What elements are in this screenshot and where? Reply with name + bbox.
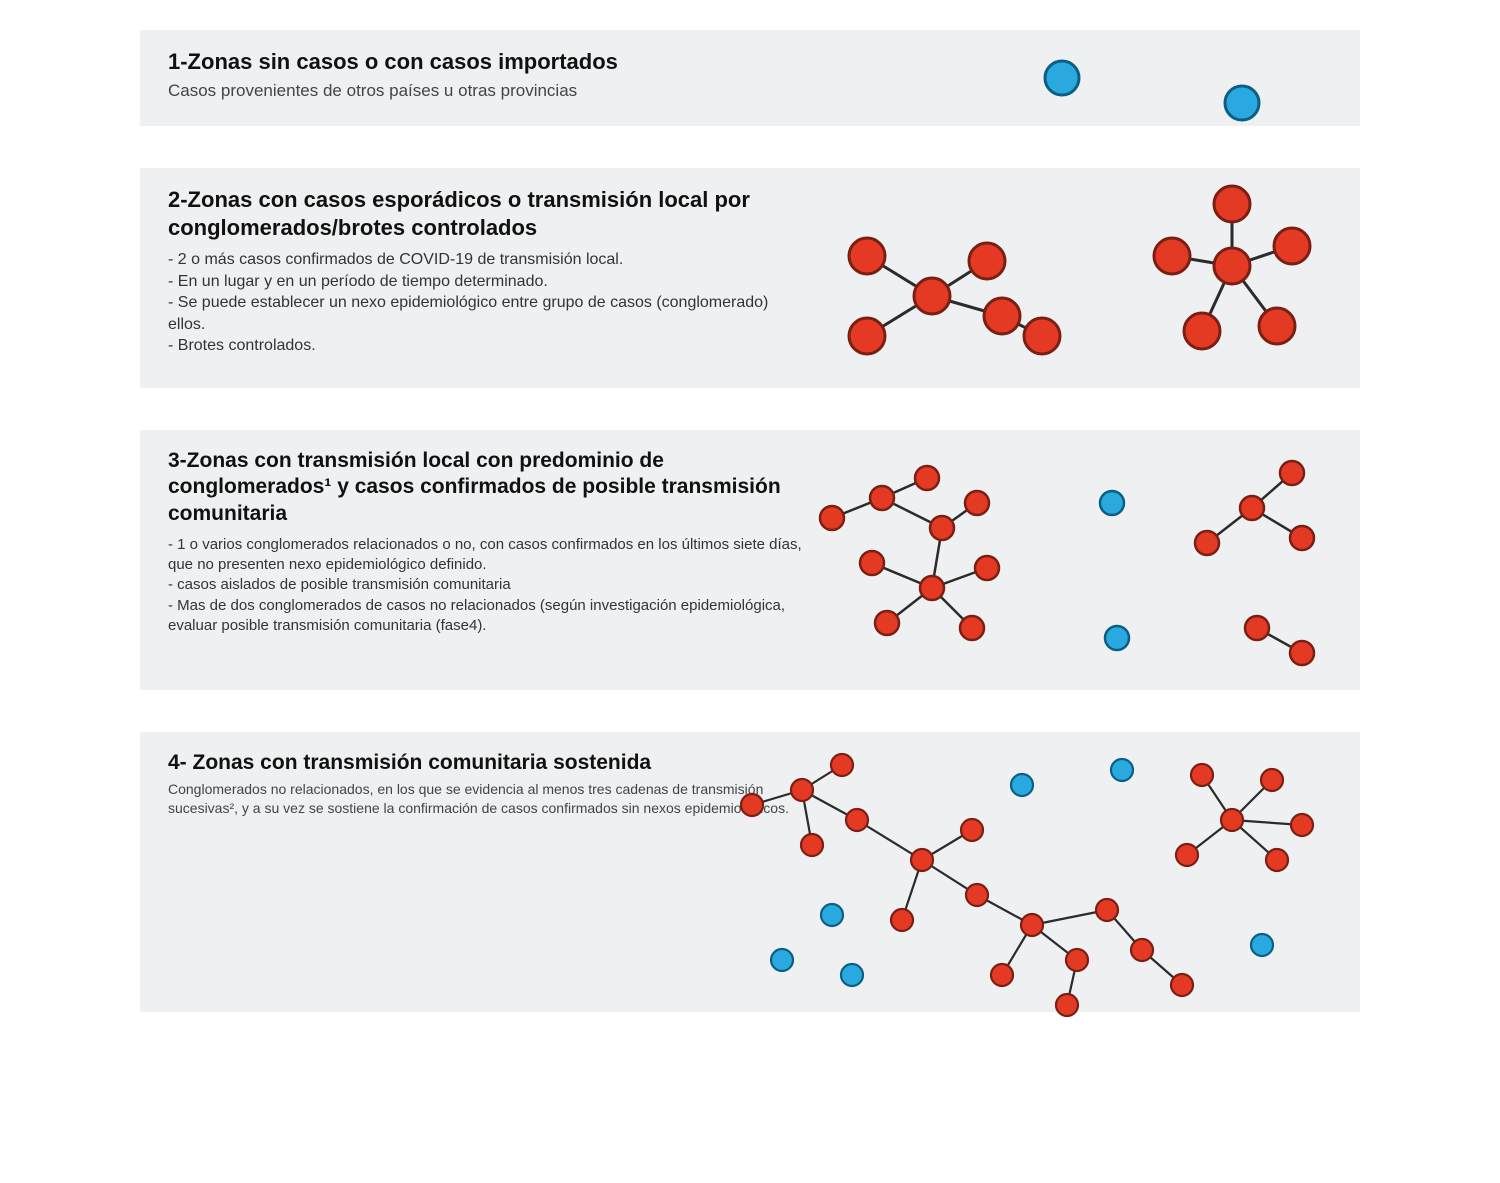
- red-node: [1066, 949, 1088, 971]
- red-node: [891, 909, 913, 931]
- blue-node: [771, 949, 793, 971]
- panel-diagram: [808, 750, 1332, 994]
- network-diagram: [812, 48, 1332, 144]
- red-node: [965, 491, 989, 515]
- blue-node: [1045, 61, 1079, 95]
- red-node: [1131, 939, 1153, 961]
- red-node: [1291, 814, 1313, 836]
- panel-subtitle: Casos provenientes de otros países u otr…: [168, 80, 808, 103]
- red-node: [1266, 849, 1288, 871]
- red-node: [1096, 899, 1118, 921]
- blue-node: [1011, 774, 1033, 796]
- blue-node: [1105, 626, 1129, 650]
- red-node: [1056, 994, 1078, 1016]
- blue-node: [821, 904, 843, 926]
- network-diagram: [812, 448, 1332, 708]
- red-node: [1240, 496, 1264, 520]
- panel-zone1: 1-Zonas sin casos o con casos importados…: [140, 30, 1360, 126]
- panel-zone4: 4- Zonas con transmisión comunitaria sos…: [140, 732, 1360, 1012]
- red-node: [831, 754, 853, 776]
- red-node: [870, 486, 894, 510]
- blue-node: [1251, 934, 1273, 956]
- red-node: [1290, 526, 1314, 550]
- red-node: [1021, 914, 1043, 936]
- red-node: [1261, 769, 1283, 791]
- red-node: [1195, 531, 1219, 555]
- red-node: [920, 576, 944, 600]
- red-node: [1024, 318, 1060, 354]
- red-node: [820, 506, 844, 530]
- red-node: [969, 243, 1005, 279]
- red-node: [911, 849, 933, 871]
- bullet-item: En un lugar y en un período de tiempo de…: [168, 271, 808, 293]
- bullet-item: Se puede establecer un nexo epidemiológi…: [168, 292, 808, 335]
- panel-title: 2-Zonas con casos esporádicos o transmis…: [168, 186, 808, 241]
- red-node: [1245, 616, 1269, 640]
- red-node: [846, 809, 868, 831]
- red-node: [1171, 974, 1193, 996]
- panel-text: 1-Zonas sin casos o con casos importados…: [168, 48, 808, 102]
- red-node: [1290, 641, 1314, 665]
- red-node: [966, 884, 988, 906]
- red-node: [849, 318, 885, 354]
- panel-zone2: 2-Zonas con casos esporádicos o transmis…: [140, 168, 1360, 388]
- panel-diagram: [808, 186, 1332, 370]
- panel-bullets: 1 o varios conglomerados relacionados o …: [168, 535, 808, 636]
- red-node: [875, 611, 899, 635]
- red-node: [1214, 248, 1250, 284]
- red-node: [1191, 764, 1213, 786]
- red-node: [961, 819, 983, 841]
- red-node: [860, 551, 884, 575]
- panel-title: 1-Zonas sin casos o con casos importados: [168, 48, 808, 76]
- bullet-item: casos aislados de posible transmisión co…: [168, 575, 808, 595]
- bullet-item: Mas de dos conglomerados de casos no rel…: [168, 596, 808, 637]
- red-node: [975, 556, 999, 580]
- bullet-item: 1 o varios conglomerados relacionados o …: [168, 535, 808, 576]
- blue-node: [1225, 86, 1259, 120]
- blue-node: [841, 964, 863, 986]
- red-node: [960, 616, 984, 640]
- panel-diagram: [808, 48, 1332, 108]
- blue-node: [1111, 759, 1133, 781]
- red-node: [914, 278, 950, 314]
- red-node: [791, 779, 813, 801]
- red-node: [1184, 313, 1220, 349]
- red-node: [984, 298, 1020, 334]
- bullet-item: 2 o más casos confirmados de COVID-19 de…: [168, 249, 808, 271]
- panel-text: 3-Zonas con transmisión local con predom…: [168, 448, 808, 636]
- blue-node: [1100, 491, 1124, 515]
- red-node: [849, 238, 885, 274]
- panel-text: 2-Zonas con casos esporádicos o transmis…: [168, 186, 808, 357]
- red-node: [1280, 461, 1304, 485]
- panel-bullets: 2 o más casos confirmados de COVID-19 de…: [168, 249, 808, 357]
- bullet-item: Brotes controlados.: [168, 335, 808, 357]
- red-node: [801, 834, 823, 856]
- red-node: [1221, 809, 1243, 831]
- panel-title: 3-Zonas con transmisión local con predom…: [168, 448, 808, 527]
- panel-zone3: 3-Zonas con transmisión local con predom…: [140, 430, 1360, 690]
- panel-diagram: [808, 448, 1332, 672]
- red-node: [741, 794, 763, 816]
- red-node: [1259, 308, 1295, 344]
- network-diagram: [712, 750, 1332, 1030]
- red-node: [1176, 844, 1198, 866]
- red-node: [930, 516, 954, 540]
- red-node: [915, 466, 939, 490]
- red-node: [1154, 238, 1190, 274]
- network-diagram: [812, 186, 1332, 406]
- red-node: [1214, 186, 1250, 222]
- red-node: [1274, 228, 1310, 264]
- red-node: [991, 964, 1013, 986]
